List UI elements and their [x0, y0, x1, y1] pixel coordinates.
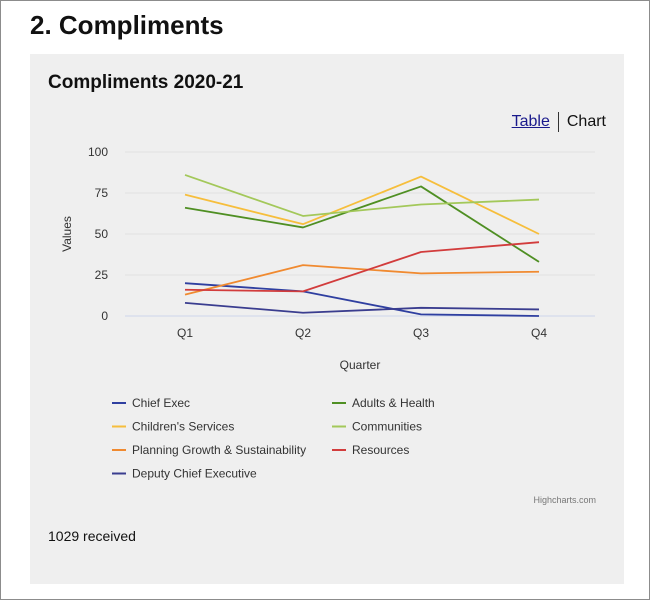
legend-label: Children's Services [132, 420, 234, 434]
series-line [184, 264, 540, 296]
x-axis-title: Quarter [340, 358, 381, 372]
credits-label: Highcharts.com [533, 495, 596, 505]
chart-view-button[interactable]: Chart [566, 113, 606, 130]
series-line [184, 241, 540, 293]
toggle-divider [557, 112, 559, 132]
legend-label: Resources [352, 443, 409, 457]
y-tick-label: 50 [95, 227, 109, 241]
series-line [184, 301, 540, 314]
series-line [184, 174, 540, 217]
x-tick-label: Q4 [531, 326, 547, 340]
x-tick-label: Q3 [413, 326, 429, 340]
legend-label: Adults & Health [352, 396, 435, 410]
y-tick-label: 75 [95, 186, 109, 200]
y-tick-label: 25 [95, 268, 109, 282]
series-line [184, 282, 540, 317]
legend-label: Chief Exec [132, 396, 190, 410]
line-chart: 0 25 50 75 100 Q1 Q2 Q3 Q4 Quarter Values Chief Exe… [60, 145, 596, 505]
y-tick-label: 0 [101, 309, 108, 323]
y-tick-label: 100 [88, 145, 108, 159]
table-view-link[interactable]: Table [511, 113, 550, 130]
legend-label: Deputy Chief Executive [132, 467, 257, 481]
y-axis-title: Values [60, 216, 74, 252]
legend-label: Communities [352, 420, 422, 434]
page-title: 2. Compliments [30, 10, 224, 40]
chart-panel-title: Compliments 2020-21 [48, 72, 244, 93]
view-toggle: Table Chart [512, 112, 606, 132]
legend-label: Planning Growth & Sustainability [132, 443, 306, 457]
x-tick-label: Q1 [177, 326, 193, 340]
series-line [184, 185, 540, 263]
x-tick-label: Q2 [295, 326, 311, 340]
chart-panel: Compliments 2020-21 0 25 50 75 100 Q1 Q2 Q3 Q4 Qu… [30, 54, 624, 584]
received-count: 1029 received [48, 528, 136, 544]
series-line [184, 175, 540, 235]
